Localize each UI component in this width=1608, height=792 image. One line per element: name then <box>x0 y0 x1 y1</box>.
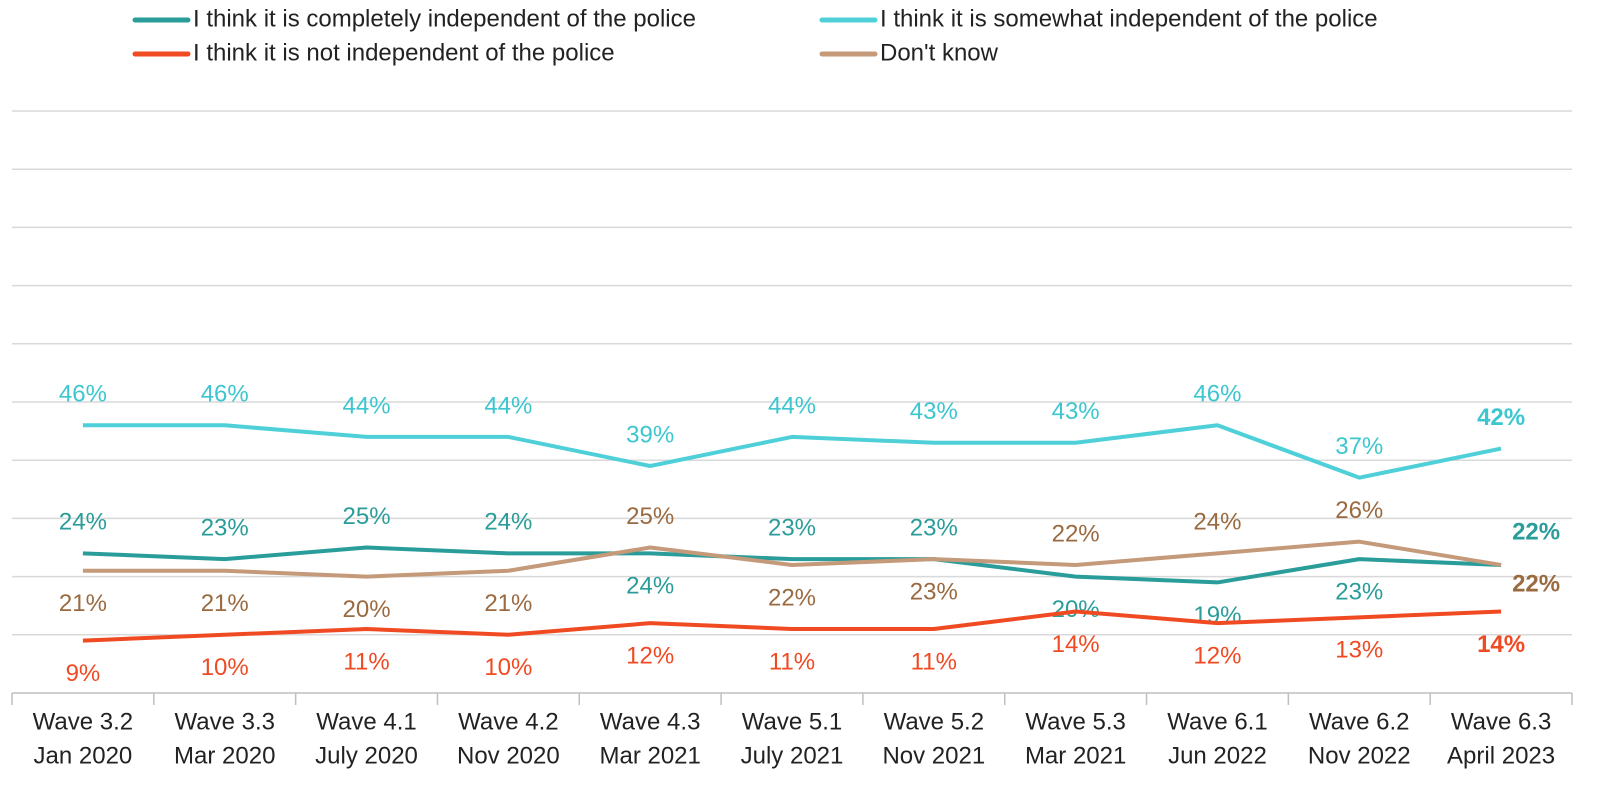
legend-label: I think it is not independent of the pol… <box>193 39 615 66</box>
data-label: 24% <box>626 573 674 600</box>
data-label: 13% <box>1335 637 1383 664</box>
data-label: 22% <box>1512 570 1560 597</box>
x-tick-label: April 2023 <box>1447 742 1555 769</box>
data-label: 39% <box>626 421 674 448</box>
data-label: 46% <box>1193 381 1241 408</box>
data-label: 46% <box>59 381 107 408</box>
x-tick-label: Wave 5.1 <box>742 708 843 735</box>
series-line <box>82 423 1502 480</box>
data-label: 23% <box>201 514 249 541</box>
data-label: 44% <box>343 392 391 419</box>
data-label: 22% <box>1052 520 1100 547</box>
data-label: 26% <box>1335 497 1383 524</box>
data-label: 11% <box>769 648 815 675</box>
data-label: 46% <box>201 381 249 408</box>
data-label: 22% <box>768 584 816 611</box>
data-label: 22% <box>1512 518 1560 545</box>
data-label: 23% <box>768 514 816 541</box>
x-tick-label: Wave 4.1 <box>316 708 417 735</box>
data-label: 12% <box>626 643 674 670</box>
data-label: 37% <box>1335 433 1383 460</box>
data-label: 21% <box>59 590 107 617</box>
data-label: 11% <box>343 648 389 675</box>
data-label: 25% <box>343 503 391 530</box>
legend-label: Don't know <box>880 39 999 66</box>
x-tick-label: July 2021 <box>741 742 844 769</box>
data-label: 10% <box>201 654 249 681</box>
series-line <box>82 545 1502 585</box>
data-label: 20% <box>343 596 391 623</box>
data-label: 42% <box>1477 404 1525 431</box>
x-tick-label: July 2020 <box>315 742 418 769</box>
x-tick-label: Wave 5.2 <box>884 708 985 735</box>
data-label: 23% <box>910 514 958 541</box>
data-label: 20% <box>1052 596 1100 623</box>
x-tick-label: Nov 2022 <box>1308 742 1411 769</box>
x-tick-label: Jun 2022 <box>1168 742 1267 769</box>
legend-label: I think it is completely independent of … <box>193 5 696 32</box>
x-tick-label: Mar 2021 <box>1025 742 1126 769</box>
x-tick-label: Wave 4.2 <box>458 708 559 735</box>
data-label: 24% <box>59 509 107 536</box>
data-label: 11% <box>911 648 957 675</box>
x-tick-label: Wave 5.3 <box>1025 708 1126 735</box>
data-label: 43% <box>1052 398 1100 425</box>
data-label: 14% <box>1052 631 1100 658</box>
data-label: 23% <box>910 578 958 605</box>
data-label: 23% <box>1335 578 1383 605</box>
x-tick-label: Mar 2020 <box>174 742 275 769</box>
x-tick-label: Wave 6.2 <box>1309 708 1410 735</box>
x-tick-label: Wave 6.1 <box>1167 708 1268 735</box>
data-label: 43% <box>910 398 958 425</box>
x-tick-label: Wave 3.3 <box>174 708 275 735</box>
x-tick-label: Jan 2020 <box>34 742 133 769</box>
x-tick-label: Wave 3.2 <box>33 708 134 735</box>
data-label: 44% <box>768 392 816 419</box>
data-label: 24% <box>1193 509 1241 536</box>
series-line <box>82 609 1502 643</box>
x-tick-label: Wave 4.3 <box>600 708 701 735</box>
data-label: 21% <box>201 590 249 617</box>
data-label: 10% <box>484 654 532 681</box>
x-tick-label: Nov 2020 <box>457 742 560 769</box>
series-line <box>82 539 1502 579</box>
data-label: 12% <box>1193 643 1241 670</box>
x-tick-label: Nov 2021 <box>882 742 985 769</box>
data-label: 25% <box>626 503 674 530</box>
data-label: 21% <box>484 590 532 617</box>
legend-label: I think it is somewhat independent of th… <box>880 5 1378 32</box>
data-label: 9% <box>66 660 101 687</box>
data-label: 44% <box>484 392 532 419</box>
x-tick-label: Wave 6.3 <box>1451 708 1552 735</box>
data-label: 14% <box>1477 631 1525 658</box>
data-label: 24% <box>484 509 532 536</box>
x-tick-label: Mar 2021 <box>599 742 700 769</box>
